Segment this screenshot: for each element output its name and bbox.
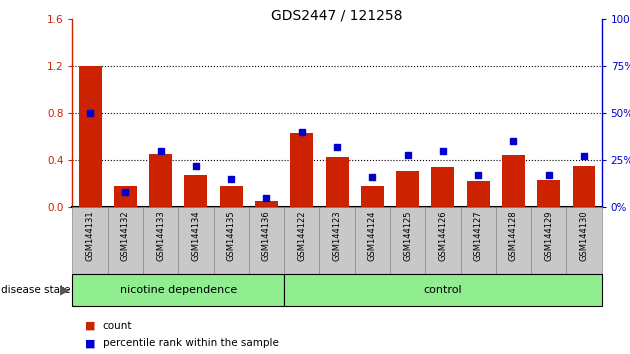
Bar (284, 207, 319, 274)
Text: GSM144123: GSM144123 (333, 210, 341, 261)
Bar (326, 157, 348, 207)
Bar (461, 207, 496, 274)
Text: GSM144122: GSM144122 (297, 210, 306, 261)
Text: GSM144127: GSM144127 (474, 210, 483, 261)
Bar (355, 207, 390, 274)
Bar (290, 133, 313, 207)
Text: GSM144129: GSM144129 (544, 210, 553, 261)
Bar (143, 207, 178, 274)
Bar (361, 186, 384, 207)
Text: GSM144134: GSM144134 (192, 210, 200, 261)
Text: GSM144136: GSM144136 (262, 210, 271, 261)
Bar (425, 207, 461, 274)
Bar (114, 186, 137, 207)
Bar (185, 176, 207, 207)
Text: GSM144135: GSM144135 (227, 210, 236, 261)
Bar (531, 207, 566, 274)
Bar (214, 207, 249, 274)
Bar (249, 207, 284, 274)
Bar (149, 154, 172, 207)
Bar (496, 207, 531, 274)
Text: disease state: disease state (1, 285, 70, 295)
Text: ■: ■ (85, 338, 96, 348)
Text: GSM144133: GSM144133 (156, 210, 165, 261)
Bar (502, 155, 525, 207)
Text: ■: ■ (85, 321, 96, 331)
Bar (467, 181, 490, 207)
Text: ▶: ▶ (60, 284, 69, 297)
Bar (319, 207, 355, 274)
Bar (566, 207, 602, 274)
Text: GSM144125: GSM144125 (403, 210, 412, 261)
Text: GSM144128: GSM144128 (509, 210, 518, 261)
Text: GDS2447 / 121258: GDS2447 / 121258 (272, 9, 403, 23)
Bar (432, 167, 454, 207)
Text: GSM144130: GSM144130 (580, 210, 588, 261)
Text: control: control (423, 285, 462, 295)
Text: nicotine dependence: nicotine dependence (120, 285, 237, 295)
Text: GSM144126: GSM144126 (438, 210, 447, 261)
Bar (72, 207, 108, 274)
Bar (396, 171, 419, 207)
Bar (255, 201, 278, 207)
Bar (72, 274, 284, 306)
Bar (108, 207, 143, 274)
Bar (220, 186, 243, 207)
Text: count: count (103, 321, 132, 331)
Bar (178, 207, 214, 274)
Bar (284, 274, 602, 306)
Text: GSM144131: GSM144131 (86, 210, 94, 261)
Bar (573, 166, 595, 207)
Bar (390, 207, 425, 274)
Text: GSM144124: GSM144124 (368, 210, 377, 261)
Bar (537, 180, 560, 207)
Text: percentile rank within the sample: percentile rank within the sample (103, 338, 278, 348)
Text: GSM144132: GSM144132 (121, 210, 130, 261)
Bar (79, 67, 101, 207)
